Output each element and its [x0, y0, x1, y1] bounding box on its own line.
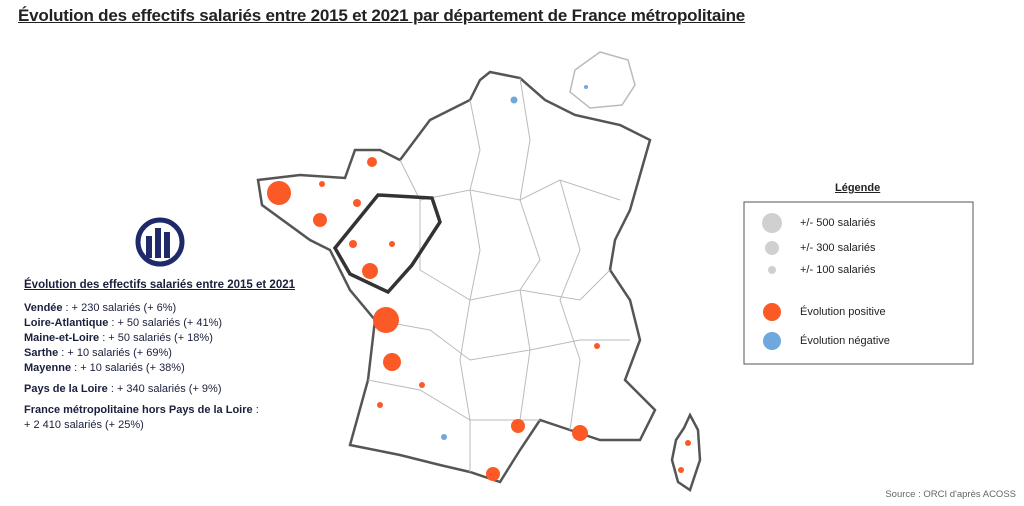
department-detail: : + 10 salariés (+ 38%): [74, 362, 185, 374]
department-line: Loire-Atlantique: + 50 salariés (+ 41%): [24, 316, 295, 331]
bubble: [441, 434, 447, 440]
logo-ring: [135, 217, 185, 267]
panel-heading: Évolution des effectifs salariés entre 2…: [24, 279, 296, 291]
bubble: [419, 382, 425, 388]
bubble: [362, 263, 378, 279]
department-line: Maine-et-Loire: + 50 salariés (+ 18%): [24, 331, 295, 346]
bubble: [313, 213, 327, 227]
bubble: [572, 425, 588, 441]
region-name: Pays de la Loire: [24, 383, 108, 395]
bubble: [383, 353, 401, 371]
legend-size: [762, 213, 782, 233]
france-name: France métropolitaine hors Pays de la Lo…: [24, 404, 253, 416]
department-name: Vendée: [24, 302, 63, 314]
bubble: [486, 467, 500, 481]
department-detail: : + 50 salariés (+ 41%): [111, 317, 223, 329]
region-detail: : + 340 salariés (+ 9%): [110, 383, 222, 395]
department-detail: : + 50 salariés (+ 18%): [102, 332, 213, 344]
department-borders: [367, 77, 630, 472]
border: [374, 319, 630, 361]
france-line: France métropolitaine hors Pays de la Lo…: [24, 403, 295, 418]
border: [559, 179, 581, 431]
corsica: [670, 412, 702, 492]
bubble: [584, 85, 588, 89]
department-name: Maine-et-Loire: [24, 332, 100, 344]
positive-bubbles: [267, 157, 691, 481]
department-name: Mayenne: [24, 362, 72, 374]
legend-label: +/- 500 salariés: [800, 217, 876, 229]
department-list: Vendée: + 230 salariés (+ 6%) Loire-Atlan…: [24, 301, 295, 376]
france-detail2: + 2 410 salariés (+ 25%): [24, 419, 144, 431]
legend-size: [768, 266, 776, 274]
pays-de-la-loire: [332, 193, 442, 295]
department-detail: : + 10 salariés (+ 69%): [61, 347, 172, 359]
mainland: [256, 70, 657, 484]
bubble: [349, 240, 357, 248]
logo-bar: [155, 228, 161, 258]
border: [419, 200, 611, 301]
bubble: [594, 343, 600, 349]
title: Évolution des effectifs salariés entre 2…: [18, 6, 746, 25]
region-line: Pays de la Loire : + 340 salariés (+ 9%): [24, 382, 295, 397]
department-line: Vendée: + 230 salariés (+ 6%): [24, 301, 295, 316]
border: [367, 379, 540, 421]
legend-box: [743, 201, 974, 365]
legend-size: [765, 241, 779, 255]
negative-bubbles: [441, 85, 588, 440]
department-detail: : + 230 salariés (+ 6%): [65, 302, 177, 314]
bubble: [377, 402, 383, 408]
bubble: [510, 96, 518, 104]
legend-label: +/- 100 salariés: [800, 264, 876, 276]
legend-label: +/- 300 salariés: [800, 242, 876, 254]
bubble: [353, 199, 361, 207]
bubble: [367, 157, 377, 167]
department-line: Sarthe: + 10 salariés (+ 69%): [24, 346, 295, 361]
legend-label: Évolution positive: [800, 306, 886, 318]
bubble: [373, 307, 399, 333]
legend-negative: [763, 332, 781, 350]
department-name: Loire-Atlantique: [24, 317, 109, 329]
bubble: [319, 181, 325, 187]
border: [399, 159, 621, 201]
logo: [135, 217, 185, 267]
border: [459, 99, 481, 472]
legend-positive: [763, 303, 781, 321]
bubble: [685, 440, 691, 446]
france-outline: [256, 51, 702, 492]
department-line: Mayenne: + 10 salariés (+ 38%): [24, 361, 295, 376]
france-detail: :: [255, 404, 259, 416]
department-name: Sarthe: [24, 347, 59, 359]
bubble: [267, 181, 291, 205]
bubble: [678, 467, 684, 473]
bubble: [511, 419, 525, 433]
legend-label: Évolution négative: [800, 335, 890, 347]
bubble: [389, 241, 395, 247]
source: Source : ORCI d'après ACOSS: [885, 489, 1016, 500]
logo-bar: [164, 232, 170, 258]
paris-inset: [569, 51, 636, 109]
legend-title: Légende: [835, 182, 881, 194]
stats-panel: Évolution des effectifs salariés entre 2…: [24, 278, 295, 433]
logo-bar: [146, 236, 152, 258]
